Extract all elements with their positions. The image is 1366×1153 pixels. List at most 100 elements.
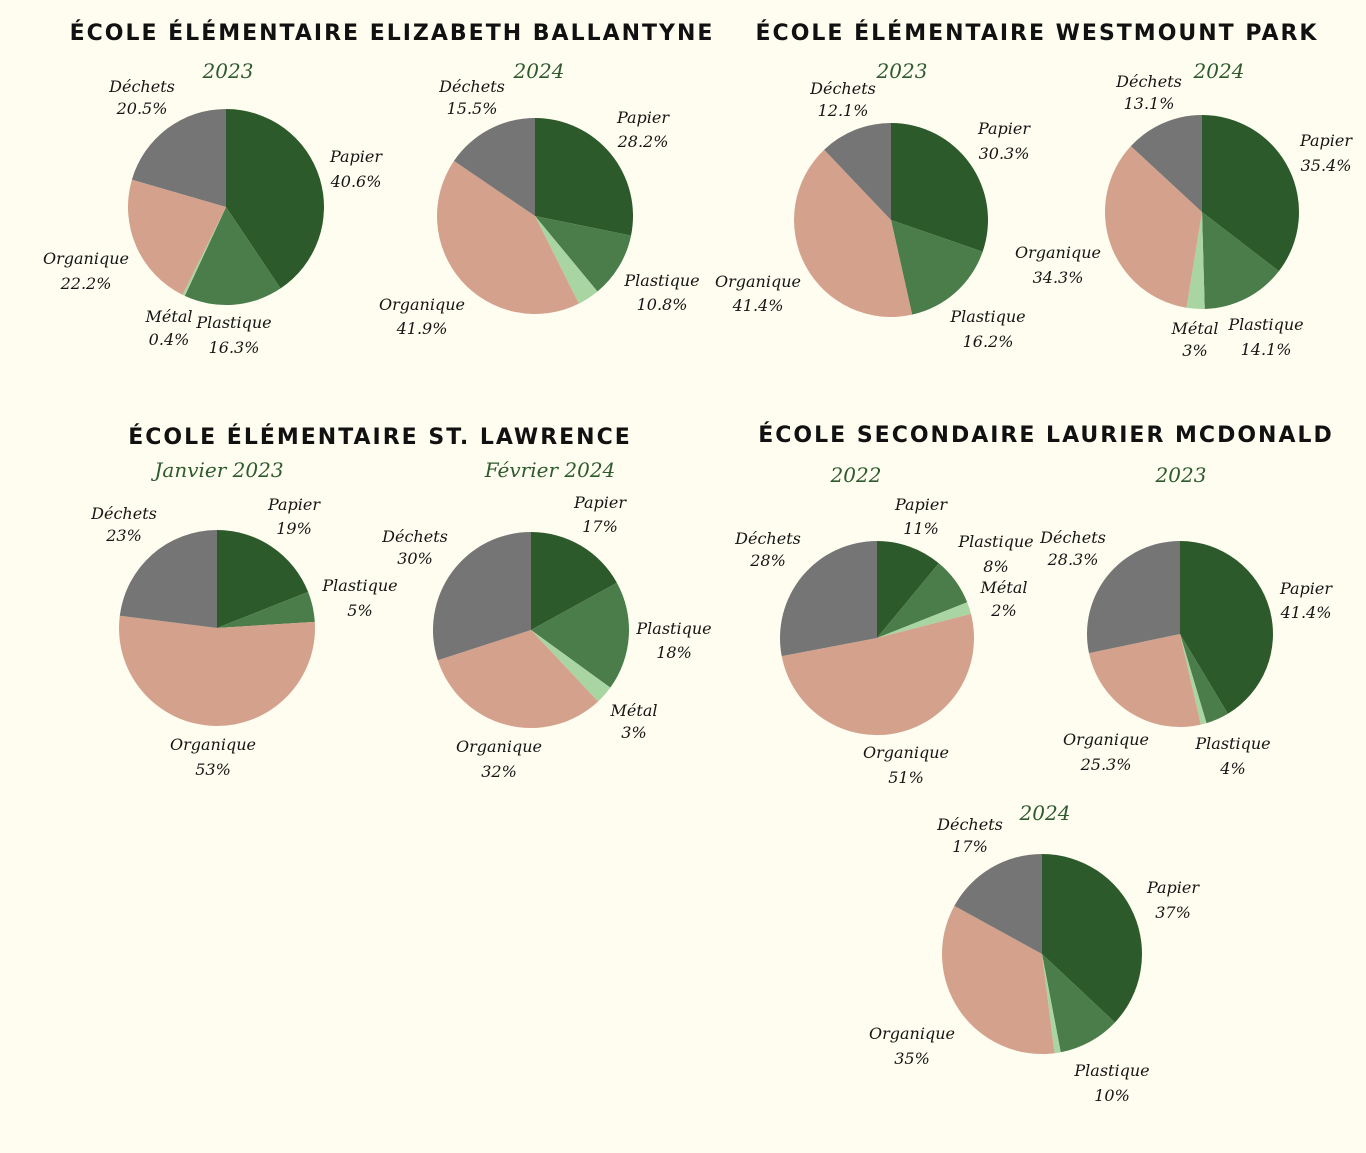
slice-label-organique: Organique bbox=[1015, 243, 1101, 262]
slice-value-papier: 37% bbox=[1155, 903, 1191, 922]
pie-slice-metal bbox=[182, 207, 226, 296]
slice-value-organique: 51% bbox=[888, 768, 924, 787]
pie-slice-dechets bbox=[453, 118, 535, 216]
school-title-westmount: ÉCOLE ÉLÉMENTAIRE WESTMOUNT PARK bbox=[756, 20, 1319, 46]
slice-value-papier: 35.4% bbox=[1301, 156, 1352, 175]
pie-slice-organique bbox=[1088, 634, 1201, 728]
slice-label-plastique: Plastique bbox=[195, 313, 271, 332]
slice-value-metal: 0.4% bbox=[149, 330, 190, 349]
slice-label-organique: Organique bbox=[456, 737, 542, 756]
pie-slice-dechets bbox=[954, 854, 1042, 954]
slice-value-organique: 53% bbox=[195, 760, 231, 779]
pie-slice-plastique bbox=[535, 216, 632, 292]
pie-chart-ecole-elementaire-st-lawrence-fevrier-2024: Février 2024 Papier 17% Plastique 18% Métal 3%… bbox=[381, 458, 711, 781]
slice-value-dechets: 12.1% bbox=[818, 101, 869, 120]
pie-chart-ecole-elementaire-elizabeth-ballantyne-2023: 2023 Papier 40.6% Plastique 16.3% Métal 0.4% Or… bbox=[43, 59, 383, 357]
pie-title: 2023 bbox=[876, 59, 928, 83]
pie-slice-papier bbox=[1202, 115, 1300, 272]
slice-label-organique: Organique bbox=[379, 295, 465, 314]
pie-slice-metal bbox=[1180, 634, 1207, 725]
pie-chart-ecole-elementaire-westmount-park-2023: 2023 Papier 30.3% Plastique 16.2% Organique 41… bbox=[715, 59, 1031, 351]
slice-label-metal: Métal bbox=[145, 307, 193, 326]
slice-label-plastique: Plastique bbox=[1227, 315, 1303, 334]
pie-slice-papier bbox=[217, 530, 309, 628]
slice-label-papier: Papier bbox=[977, 119, 1031, 138]
pie-slice-papier bbox=[1180, 541, 1273, 714]
pie-slice-dechets bbox=[119, 530, 217, 628]
slice-value-organique: 22.2% bbox=[60, 274, 112, 293]
slice-label-dechets: Déchets bbox=[734, 529, 801, 548]
school-title-laurier-mcdonald: ÉCOLE SECONDAIRE LAURIER MCDONALD bbox=[758, 422, 1334, 448]
slice-value-plastique: 10.8% bbox=[637, 295, 688, 314]
slice-label-plastique: Plastique bbox=[949, 307, 1025, 326]
pie-slice-plastique bbox=[1180, 634, 1228, 724]
slice-label-metal: Métal bbox=[980, 578, 1028, 597]
pie-slice-papier bbox=[531, 532, 617, 630]
slice-label-metal: Métal bbox=[610, 701, 658, 720]
pie-slice-metal bbox=[531, 630, 611, 702]
slice-value-organique: 35% bbox=[894, 1049, 930, 1068]
pie-slice-plastique bbox=[531, 582, 629, 688]
pie-slice-plastique bbox=[1202, 212, 1279, 309]
slice-label-papier: Papier bbox=[616, 108, 670, 127]
slice-label-plastique: Plastique bbox=[1073, 1061, 1149, 1080]
slice-value-papier: 19% bbox=[276, 519, 312, 538]
pie-title: Janvier 2023 bbox=[150, 458, 283, 482]
slice-value-plastique: 16.2% bbox=[963, 332, 1014, 351]
pie-slice-papier bbox=[891, 123, 988, 252]
slice-value-papier: 41.4% bbox=[1280, 603, 1332, 622]
pie-slice-organique bbox=[794, 149, 913, 317]
pie-chart-ecole-secondaire-laurier-mcdonald-2023: 2023 Papier 41.4% Plastique 4% Organique 25.3%… bbox=[1039, 463, 1333, 778]
slice-label-organique: Organique bbox=[715, 272, 801, 291]
slice-value-plastique: 18% bbox=[656, 643, 692, 662]
pie-title: 2024 bbox=[1019, 801, 1071, 825]
pie-title: 2023 bbox=[202, 59, 254, 83]
slice-value-dechets: 28.3% bbox=[1047, 550, 1099, 569]
pie-slice-metal bbox=[877, 602, 971, 638]
pie-slice-papier bbox=[877, 541, 939, 638]
slice-value-papier: 28.2% bbox=[617, 132, 669, 151]
pie-slice-organique bbox=[127, 179, 226, 295]
slice-label-dechets: Déchets bbox=[936, 815, 1003, 834]
pie-slice-organique bbox=[1104, 146, 1202, 308]
slice-value-dechets: 15.5% bbox=[447, 99, 498, 118]
slice-value-dechets: 20.5% bbox=[116, 99, 168, 118]
slice-value-papier: 11% bbox=[903, 519, 939, 538]
school-title-ballantyne: ÉCOLE ÉLÉMENTAIRE ELIZABETH BALLANTYNE bbox=[70, 20, 715, 46]
pie-slice-dechets bbox=[433, 532, 531, 661]
slice-label-papier: Papier bbox=[329, 147, 383, 166]
pie-title: Février 2024 bbox=[484, 458, 616, 482]
pie-slice-organique bbox=[119, 615, 316, 726]
pie-chart-ecole-elementaire-st-lawrence-janvier-2023: Janvier 2023 Papier 19% Plastique 5% Organiqu… bbox=[90, 458, 397, 779]
slice-label-papier: Papier bbox=[573, 493, 627, 512]
pie-chart-ecole-elementaire-westmount-park-2024: 2024 Papier 35.4% Plastique 14.1% Métal 3% Orga… bbox=[1015, 59, 1353, 360]
pie-slice-dechets bbox=[824, 123, 891, 220]
pie-slice-organique bbox=[437, 160, 579, 314]
slice-value-dechets: 30% bbox=[397, 549, 433, 568]
slice-value-dechets: 13.1% bbox=[1124, 94, 1175, 113]
slice-label-dechets: Déchets bbox=[438, 77, 505, 96]
slice-value-papier: 17% bbox=[582, 517, 618, 536]
slice-label-organique: Organique bbox=[863, 743, 949, 762]
pie-chart-ecole-elementaire-elizabeth-ballantyne-2024: 2024 Papier 28.2% Plastique 10.8% Organique 41… bbox=[379, 59, 700, 338]
slice-label-papier: Papier bbox=[1146, 878, 1200, 897]
slice-label-dechets: Déchets bbox=[1039, 528, 1106, 547]
slice-label-dechets: Déchets bbox=[90, 504, 157, 523]
slice-label-dechets: Déchets bbox=[809, 79, 876, 98]
slice-label-papier: Papier bbox=[267, 495, 321, 514]
pie-slice-plastique bbox=[1042, 954, 1115, 1053]
slice-value-papier: 40.6% bbox=[330, 172, 382, 191]
slice-value-plastique: 16.3% bbox=[209, 338, 260, 357]
slice-value-organique: 41.9% bbox=[396, 319, 448, 338]
slice-label-papier: Papier bbox=[894, 495, 948, 514]
slice-label-organique: Organique bbox=[170, 735, 256, 754]
slice-label-plastique: Plastique bbox=[1194, 734, 1270, 753]
pie-charts: 2023 Papier 40.6% Plastique 16.3% Métal 0.4% Or… bbox=[43, 59, 1353, 1105]
slice-label-organique: Organique bbox=[869, 1024, 955, 1043]
slice-value-plastique: 14.1% bbox=[1241, 340, 1292, 359]
pie-chart-ecole-secondaire-laurier-mcdonald-2022: 2022 Papier 11% Plastique 8% Métal 2% Organique… bbox=[734, 463, 1033, 787]
pie-title: 2022 bbox=[830, 463, 882, 487]
pie-slice-organique bbox=[781, 613, 975, 736]
slice-label-organique: Organique bbox=[43, 249, 129, 268]
